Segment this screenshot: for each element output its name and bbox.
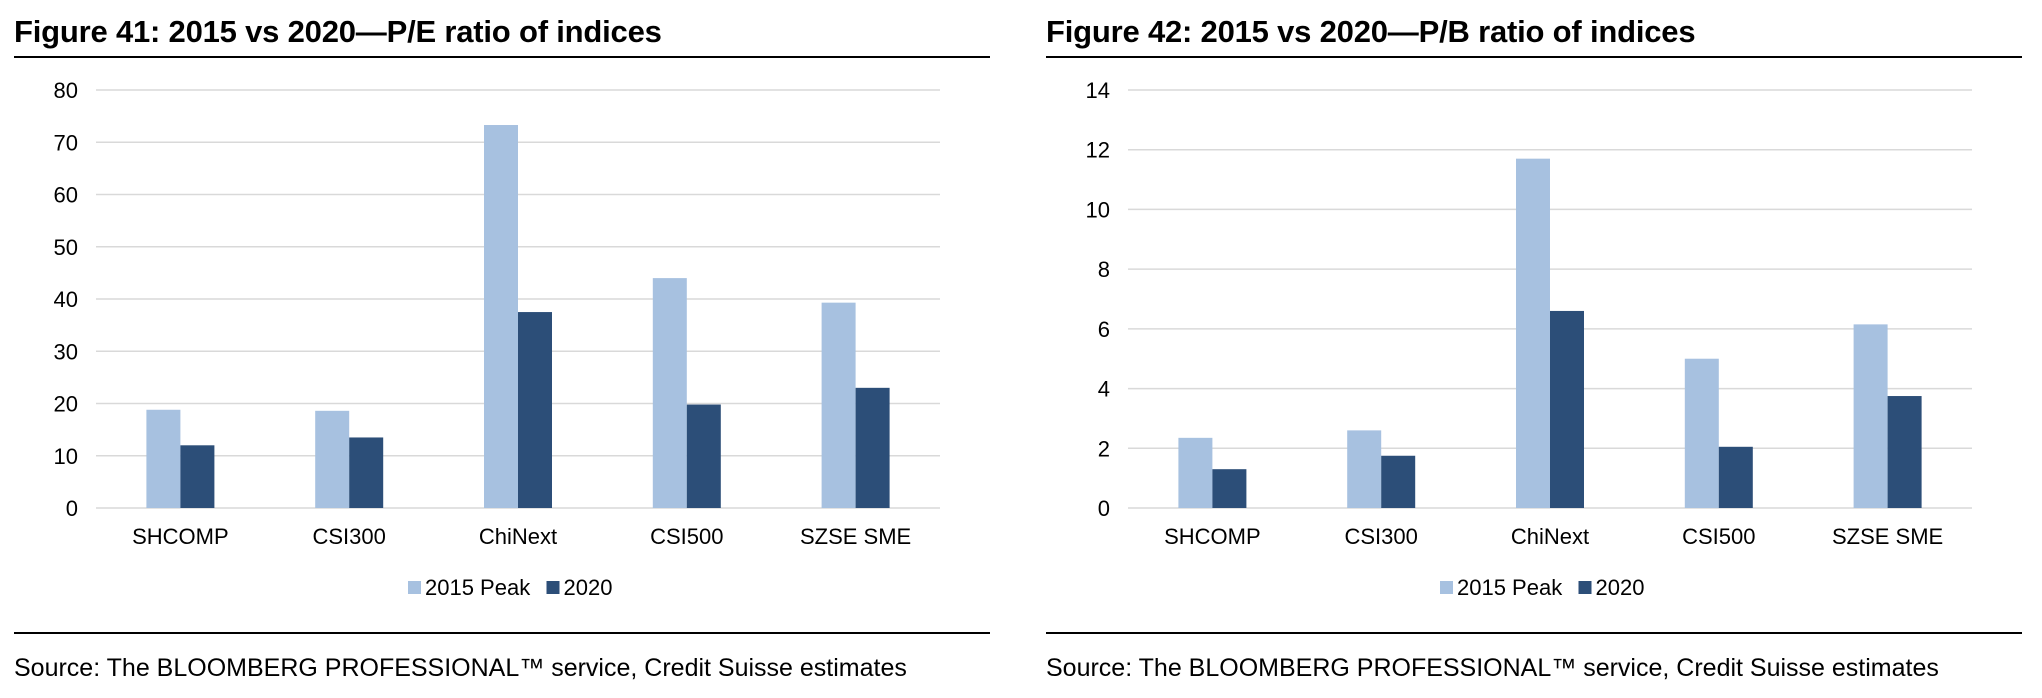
- bar-2015-peak: [1178, 437, 1213, 508]
- legend-swatch-2020: [546, 581, 560, 594]
- y-tick-label: 30: [54, 339, 78, 364]
- figure-41-bottom-rule: [14, 632, 990, 634]
- bar-2015-peak: [821, 302, 856, 508]
- legend-swatch-2015-peak: [408, 581, 421, 594]
- legend-label: 2020: [564, 575, 613, 600]
- legend-label: 2015 Peak: [1457, 575, 1563, 600]
- x-tick-label: ChiNext: [1511, 524, 1589, 549]
- bar-2020: [180, 445, 215, 508]
- x-tick-label: CSI300: [1345, 524, 1418, 549]
- x-tick-label: CSI300: [313, 524, 386, 549]
- y-tick-label: 4: [1098, 377, 1110, 402]
- bar-2015-peak: [652, 278, 687, 508]
- figure-42-chart: 0 2 4 6 8 10 12 14 SHCOMP CSI300 ChiNext CSI500 SZSE…: [1086, 78, 1972, 600]
- y-tick-label: 14: [1086, 78, 1110, 103]
- x-tick-label: ChiNext: [479, 524, 557, 549]
- bar-2020: [349, 437, 384, 508]
- y-tick-label: 6: [1098, 317, 1110, 342]
- x-tick-label: SZSE SME: [1832, 524, 1943, 549]
- bar-2020: [518, 312, 552, 508]
- figure-41-chart: 0 10 20 30 40 50 60 70 80 SHCOMP CSI300 ChiNext CSI5…: [54, 78, 940, 600]
- bar-2020: [686, 404, 721, 508]
- figure-42-panel: Figure 42: 2015 vs 2020—P/B ratio of ind…: [1046, 0, 2022, 698]
- bar-2020: [1550, 310, 1584, 508]
- y-tick-label: 0: [66, 496, 78, 521]
- figure-42-title: Figure 42: 2015 vs 2020—P/B ratio of ind…: [1046, 14, 2022, 58]
- y-tick-label: 50: [54, 235, 78, 260]
- bar-2015-peak: [1684, 358, 1719, 508]
- figure-42-source: Source: The BLOOMBERG PROFESSIONAL™ serv…: [1046, 654, 1939, 682]
- y-tick-label: 12: [1086, 138, 1110, 163]
- y-tick-label: 0: [1098, 496, 1110, 521]
- figure-41-source: Source: The BLOOMBERG PROFESSIONAL™ serv…: [14, 654, 907, 682]
- bar-2015-peak: [1853, 324, 1888, 508]
- figure-41-title: Figure 41: 2015 vs 2020—P/E ratio of ind…: [14, 14, 990, 58]
- y-tick-label: 8: [1098, 257, 1110, 282]
- y-tick-label: 10: [1086, 197, 1110, 222]
- x-tick-label: SHCOMP: [1164, 524, 1261, 549]
- x-tick-label: CSI500: [1682, 524, 1755, 549]
- y-tick-label: 2: [1098, 436, 1110, 461]
- bar-2015-peak: [1347, 430, 1382, 508]
- bar-2020: [1381, 455, 1416, 508]
- bar-2015-peak: [1516, 158, 1550, 508]
- bar-2020: [1718, 446, 1753, 508]
- y-tick-label: 80: [54, 78, 78, 103]
- y-tick-label: 40: [54, 287, 78, 312]
- x-tick-label: CSI500: [650, 524, 723, 549]
- legend-swatch-2015-peak: [1440, 581, 1453, 594]
- bar-2020: [1212, 469, 1247, 508]
- y-tick-label: 60: [54, 183, 78, 208]
- bar-2020: [1887, 396, 1922, 508]
- figure-41-panel: Figure 41: 2015 vs 2020—P/E ratio of ind…: [14, 0, 990, 698]
- y-tick-label: 10: [54, 444, 78, 469]
- x-tick-label: SZSE SME: [800, 524, 911, 549]
- bar-2015-peak: [484, 125, 518, 508]
- bar-2020: [855, 387, 890, 508]
- legend-swatch-2020: [1578, 581, 1592, 594]
- y-tick-label: 70: [54, 130, 78, 155]
- bar-2015-peak: [315, 410, 350, 508]
- figure-42-bottom-rule: [1046, 632, 2022, 634]
- legend-label: 2020: [1596, 575, 1645, 600]
- bar-2015-peak: [146, 409, 181, 508]
- y-tick-label: 20: [54, 392, 78, 417]
- x-tick-label: SHCOMP: [132, 524, 229, 549]
- legend-label: 2015 Peak: [425, 575, 531, 600]
